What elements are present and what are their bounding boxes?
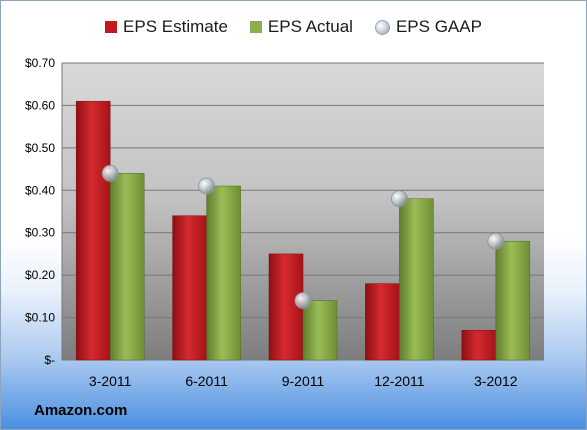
- y-tick-label: $0.30: [25, 226, 55, 240]
- marker-eps-gaap: [101, 164, 119, 182]
- legend-item-estimate: EPS Estimate: [105, 17, 228, 37]
- legend-swatch-estimate: [105, 21, 118, 33]
- x-tick-label: 3-2012: [474, 373, 518, 389]
- y-tick-label: $0.60: [25, 98, 55, 112]
- y-tick-label: $0.50: [25, 141, 55, 155]
- legend-label-gaap: EPS GAAP: [395, 17, 482, 36]
- bar-eps-estimate: [172, 215, 207, 361]
- x-tick-label: 12-2011: [374, 373, 425, 389]
- marker-eps-gaap: [487, 232, 505, 250]
- legend-item-gaap: EPS GAAP: [374, 17, 482, 37]
- legend-label-actual: EPS Actual: [267, 17, 353, 36]
- gaap-markers: [101, 164, 505, 310]
- y-tick-label: $0.10: [25, 311, 55, 325]
- x-tick-label: 6-2011: [185, 373, 228, 389]
- company-label: Amazon.com: [34, 402, 128, 419]
- legend-swatch-gaap: [374, 19, 390, 35]
- x-axis-ticks: 3-2011 6-2011 9-2011 12-2011 3-2012: [89, 373, 518, 389]
- x-tick-label: 3-2011: [89, 373, 132, 389]
- y-tick-label: $0.20: [25, 268, 55, 282]
- bar-eps-estimate: [75, 100, 111, 361]
- y-axis-ticks: $- $0.10 $0.20 $0.30 $0.40 $0.50 $0.60 $0.70: [25, 56, 55, 367]
- x-tick-label: 9-2011: [282, 373, 325, 389]
- bar-eps-actual: [109, 173, 145, 361]
- legend-item-actual: EPS Actual: [249, 17, 353, 37]
- bar-eps-actual: [302, 300, 338, 361]
- bar-eps-estimate: [365, 283, 400, 361]
- bar-eps-actual: [399, 198, 434, 361]
- legend-swatch-actual: [249, 21, 262, 33]
- y-tick-label: $0.40: [25, 183, 55, 197]
- legend: EPS Estimate EPS Actual EPS GAAP: [1, 17, 586, 37]
- y-tick-label: $-: [44, 353, 55, 367]
- y-tick-label: $0.70: [25, 56, 55, 70]
- marker-eps-gaap: [294, 292, 312, 310]
- legend-label-estimate: EPS Estimate: [123, 17, 228, 36]
- bar-eps-estimate: [461, 330, 497, 361]
- bar-eps-actual: [495, 240, 531, 361]
- marker-eps-gaap: [390, 190, 408, 208]
- bar-eps-actual: [206, 185, 241, 361]
- bars: [75, 100, 531, 361]
- bar-eps-estimate: [268, 253, 304, 361]
- marker-eps-gaap: [198, 177, 216, 195]
